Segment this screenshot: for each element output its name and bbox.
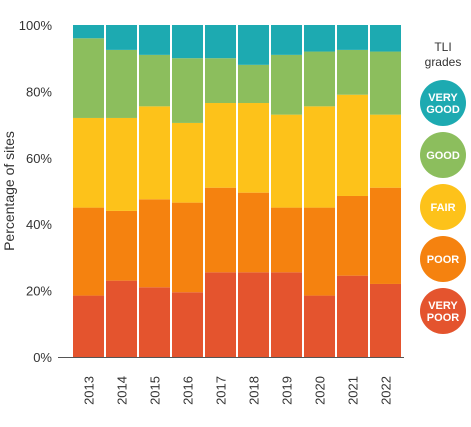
y-tick-label: 20% [26,284,52,299]
bar-segment-good-2020 [304,51,335,107]
y-tick-label: 40% [26,217,52,232]
legend-marker [420,184,466,230]
bar-segment-poor-2017 [205,187,236,273]
legend-marker [420,80,466,126]
bar-segment-very-poor-2021 [337,275,368,357]
x-tick-label: 2015 [148,376,163,405]
y-tick-label: 100% [19,18,53,33]
y-axis: 0% 20% 40% 60% 80% 100% [19,18,53,365]
bars [73,25,401,357]
y-tick-label: 80% [26,84,52,99]
legend-label: POOR [427,312,459,324]
bar-segment-fair-2018 [238,103,269,193]
bar-segment-poor-2020 [304,207,335,296]
x-tick-label: 2022 [379,376,394,405]
bar-segment-very-poor-2016 [172,292,203,357]
x-tick-label: 2021 [346,376,361,405]
x-tick-label: 2019 [280,376,295,405]
bar-segment-good-2019 [271,54,302,115]
bar-segment-very-poor-2013 [73,295,104,357]
bar-segment-very-poor-2020 [304,295,335,357]
bar-segment-fair-2013 [73,117,104,208]
bar-segment-poor-2019 [271,207,302,273]
bar-segment-poor-2015 [139,199,170,288]
legend-label: POOR [427,254,459,266]
legend-title: grades [425,55,462,69]
y-tick-label: 60% [26,151,52,166]
bar-segment-very-poor-2014 [106,280,137,357]
bar-segment-very-good-2018 [238,25,269,65]
bar-segment-good-2022 [370,51,401,115]
bar-segment-very-poor-2015 [139,287,170,357]
bar-segment-good-2016 [172,58,203,123]
bar-segment-fair-2015 [139,106,170,200]
bar-segment-fair-2014 [106,117,137,211]
bar-segment-poor-2016 [172,202,203,293]
bar-segment-very-poor-2018 [238,272,269,357]
legend-marker [420,132,466,178]
bar-segment-fair-2022 [370,114,401,188]
bar-segment-good-2021 [337,49,368,95]
bar-segment-very-good-2021 [337,25,368,50]
bar-segment-very-poor-2022 [370,283,401,357]
bar-segment-poor-2014 [106,210,137,281]
bar-segment-poor-2013 [73,207,104,296]
bar-segment-good-2015 [139,54,170,107]
y-axis-title: Percentage of sites [1,131,17,251]
legend-label: FAIR [430,202,455,214]
x-tick-label: 2018 [247,376,262,405]
bar-segment-good-2017 [205,58,236,104]
legend-label: GOOD [426,150,460,162]
bar-segment-very-good-2015 [139,25,170,55]
x-tick-label: 2016 [181,376,196,405]
bar-segment-very-poor-2019 [271,272,302,357]
bar-segment-very-good-2016 [172,25,203,59]
legend-title: TLI [434,40,451,54]
legend-marker [420,288,466,334]
x-axis: 2013 2014 2015 2016 2017 2018 2019 2020 2021 2022 [82,376,394,405]
legend-label: VERY [428,300,458,312]
bar-segment-very-good-2019 [271,25,302,55]
bar-segment-very-poor-2017 [205,272,236,357]
bar-segment-poor-2018 [238,192,269,273]
y-tick-label: 0% [33,350,52,365]
bar-segment-fair-2017 [205,103,236,188]
x-tick-label: 2013 [82,376,97,405]
bar-segment-good-2014 [106,49,137,118]
bar-segment-good-2018 [238,64,269,104]
bar-segment-very-good-2013 [73,25,104,39]
bar-segment-fair-2016 [172,122,203,203]
bar-segment-very-good-2014 [106,25,137,50]
bar-segment-poor-2022 [370,187,401,284]
legend-label: GOOD [426,104,460,116]
bar-segment-fair-2020 [304,106,335,208]
x-tick-label: 2017 [214,376,229,405]
legend-marker [420,236,466,282]
bar-segment-poor-2021 [337,195,368,276]
x-tick-label: 2014 [115,376,130,405]
legend-label: VERY [428,92,458,104]
x-tick-label: 2020 [313,376,328,405]
bar-segment-good-2013 [73,38,104,118]
bar-segment-fair-2019 [271,114,302,208]
bar-segment-very-good-2022 [370,25,401,52]
bar-segment-very-good-2020 [304,25,335,52]
bar-segment-very-good-2017 [205,25,236,59]
bar-segment-fair-2021 [337,94,368,196]
